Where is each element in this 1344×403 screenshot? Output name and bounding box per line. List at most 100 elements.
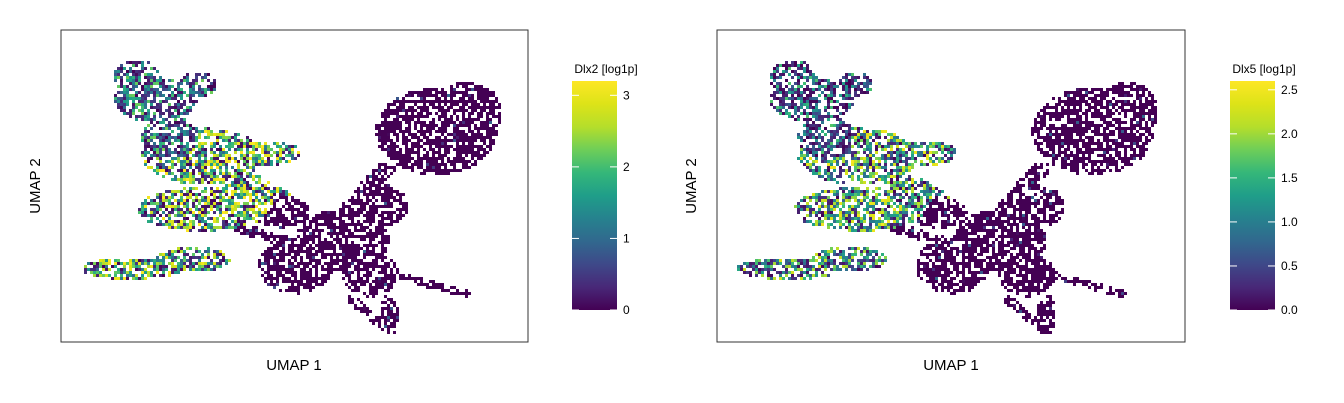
- cell-point: [917, 220, 920, 223]
- cell-point: [174, 124, 177, 127]
- cell-point: [827, 226, 830, 229]
- cell-point: [150, 67, 153, 70]
- cell-point: [360, 268, 363, 271]
- cell-point: [237, 133, 240, 136]
- cell-point: [318, 283, 321, 286]
- cell-point: [282, 238, 285, 241]
- cell-point: [168, 199, 171, 202]
- cell-point: [375, 292, 378, 295]
- cell-point: [177, 115, 180, 118]
- cell-point: [123, 94, 126, 97]
- cell-point: [177, 154, 180, 157]
- cell-point: [210, 88, 213, 91]
- cell-point: [896, 160, 899, 163]
- cell-point: [902, 172, 905, 175]
- cell-point: [171, 151, 174, 154]
- cell-point: [372, 292, 375, 295]
- cell-point: [863, 199, 866, 202]
- cell-point: [318, 214, 321, 217]
- cell-point: [300, 229, 303, 232]
- cell-point: [818, 268, 821, 271]
- cell-point: [240, 157, 243, 160]
- cell-point: [396, 310, 399, 313]
- cell-point: [827, 223, 830, 226]
- cell-point: [327, 241, 330, 244]
- cell-point: [839, 262, 842, 265]
- cell-point: [237, 145, 240, 148]
- cell-point: [405, 205, 408, 208]
- cell-point: [378, 283, 381, 286]
- cell-point: [288, 238, 291, 241]
- cell-point: [213, 211, 216, 214]
- cell-point: [462, 115, 465, 118]
- cell-point: [842, 154, 845, 157]
- cell-point: [213, 178, 216, 181]
- cell-point: [450, 160, 453, 163]
- cell-point: [839, 121, 842, 124]
- cell-point: [144, 160, 147, 163]
- cell-point: [177, 205, 180, 208]
- cell-point: [860, 226, 863, 229]
- cell-point: [809, 166, 812, 169]
- cell-point: [177, 100, 180, 103]
- cell-point: [881, 214, 884, 217]
- cell-point: [860, 253, 863, 256]
- cell-point: [782, 91, 785, 94]
- cell-point: [911, 166, 914, 169]
- cell-point: [261, 274, 264, 277]
- cell-point: [420, 109, 423, 112]
- cell-point: [857, 157, 860, 160]
- cell-point: [189, 85, 192, 88]
- cell-point: [896, 193, 899, 196]
- cell-point: [833, 91, 836, 94]
- cell-point: [480, 148, 483, 151]
- cell-point: [204, 148, 207, 151]
- cell-point: [809, 100, 812, 103]
- cell-point: [414, 100, 417, 103]
- cell-point: [848, 265, 851, 268]
- cell-point: [201, 229, 204, 232]
- cell-point: [827, 250, 830, 253]
- cell-point: [917, 196, 920, 199]
- cell-point: [390, 313, 393, 316]
- cell-point: [839, 79, 842, 82]
- cell-point: [231, 202, 234, 205]
- cell-point: [737, 265, 740, 268]
- cell-point: [180, 88, 183, 91]
- cell-point: [162, 271, 165, 274]
- cell-point: [375, 184, 378, 187]
- cell-point: [213, 172, 216, 175]
- cell-point: [899, 166, 902, 169]
- cell-point: [489, 106, 492, 109]
- cell-point: [354, 256, 357, 259]
- cell-point: [306, 274, 309, 277]
- cell-point: [213, 85, 216, 88]
- cell-point: [363, 205, 366, 208]
- cell-point: [923, 262, 926, 265]
- cell-point: [126, 76, 129, 79]
- cell-point: [929, 157, 932, 160]
- cell-point: [387, 196, 390, 199]
- cell-point: [183, 163, 186, 166]
- cell-point: [357, 307, 360, 310]
- cell-point: [896, 178, 899, 181]
- cell-point: [300, 238, 303, 241]
- cell-point: [399, 124, 402, 127]
- cell-point: [330, 226, 333, 229]
- cell-point: [183, 118, 186, 121]
- cell-point: [147, 91, 150, 94]
- cell-point: [914, 160, 917, 163]
- cell-point: [806, 202, 809, 205]
- cell-point: [369, 292, 372, 295]
- cell-point: [857, 94, 860, 97]
- cell-point: [408, 277, 411, 280]
- cell-point: [474, 139, 477, 142]
- cell-point: [857, 214, 860, 217]
- cell-point: [102, 268, 105, 271]
- cell-point: [932, 268, 935, 271]
- cell-point: [408, 139, 411, 142]
- cell-point: [863, 265, 866, 268]
- cell-point: [920, 196, 923, 199]
- cell-point: [920, 229, 923, 232]
- cell-point: [147, 112, 150, 115]
